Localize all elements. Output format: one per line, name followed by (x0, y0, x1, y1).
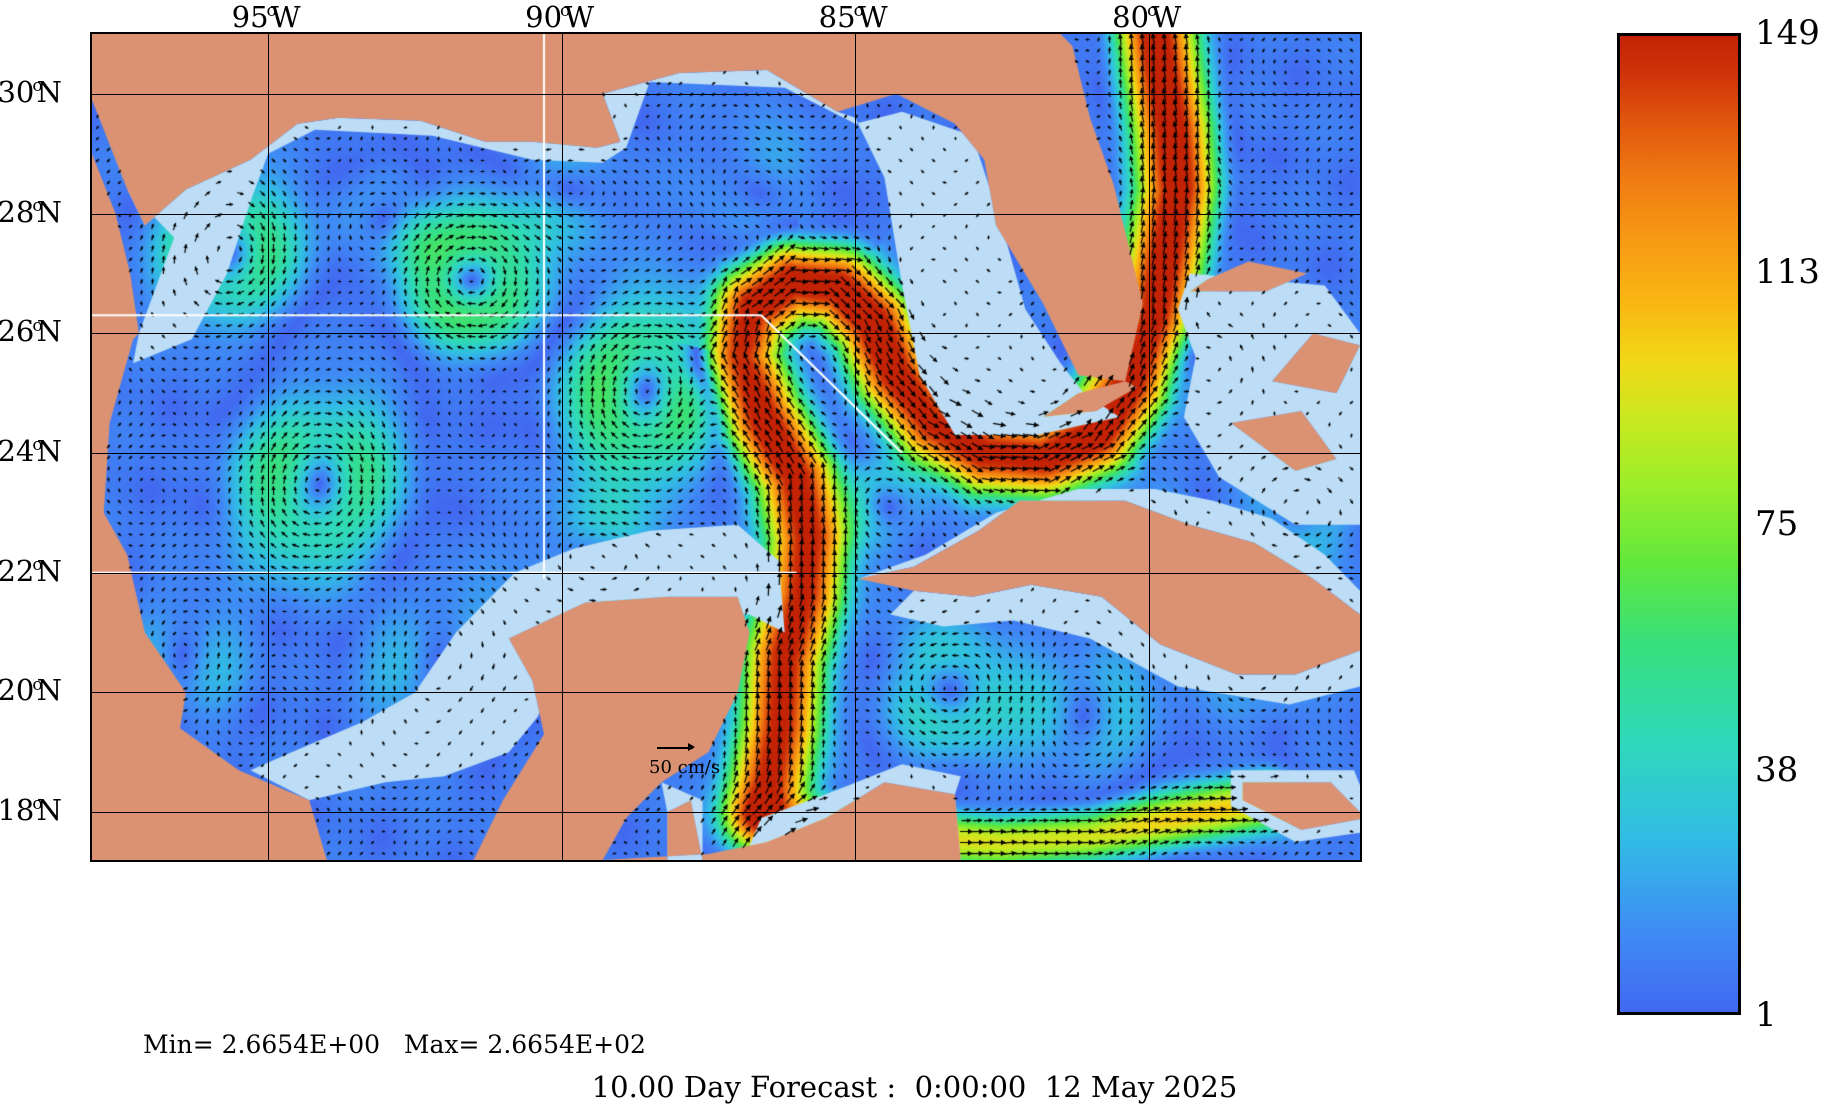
latitude-label: 22oN (0, 553, 62, 588)
latitude-label: 24oN (0, 433, 62, 468)
vector-scale-legend: 50 cm/s (649, 740, 769, 778)
graticule-meridian (1149, 34, 1150, 860)
scale-legend-label: 50 cm/s (649, 757, 721, 778)
graticule-parallel (92, 94, 1360, 95)
graticule-parallel (92, 692, 1360, 693)
colorbar-tick-label: 149 (1755, 13, 1820, 53)
graticule-parallel (92, 333, 1360, 334)
map-panel (90, 32, 1362, 862)
latitude-label: 18oN (0, 793, 62, 828)
colorbar (1617, 33, 1741, 1015)
colorbar-tick-label: 113 (1755, 251, 1820, 292)
latitude-label: 28oN (0, 194, 62, 229)
colorbar-tick-label: 75 (1755, 504, 1799, 544)
graticule-meridian (855, 34, 856, 860)
forecast-title: 10.00 Day Forecast : 0:00:00 12 May 2025 (591, 1070, 1238, 1104)
latitude-label: 26oN (0, 314, 62, 349)
current-speed-vector-field (92, 34, 1360, 860)
graticule-parallel (92, 573, 1360, 574)
longitude-label: 95oW (231, 0, 301, 34)
colorbar-tick-label: 38 (1755, 749, 1799, 790)
scale-arrow-icon (657, 740, 695, 756)
graticule-parallel (92, 812, 1360, 813)
graticule-parallel (92, 214, 1360, 215)
graticule-meridian (268, 34, 269, 860)
longitude-label: 85oW (818, 0, 888, 34)
graticule-parallel (92, 453, 1360, 454)
colorbar-tick-label: 1 (1755, 995, 1777, 1035)
longitude-label: 80oW (1112, 0, 1182, 34)
colorbar-gradient (1617, 33, 1741, 1015)
latitude-label: 30oN (0, 74, 62, 109)
min-max-readout: Min= 2.6654E+00 Max= 2.6654E+02 (143, 1030, 646, 1059)
longitude-label: 90oW (525, 0, 595, 34)
latitude-label: 20oN (0, 673, 62, 708)
graticule-meridian (562, 34, 563, 860)
